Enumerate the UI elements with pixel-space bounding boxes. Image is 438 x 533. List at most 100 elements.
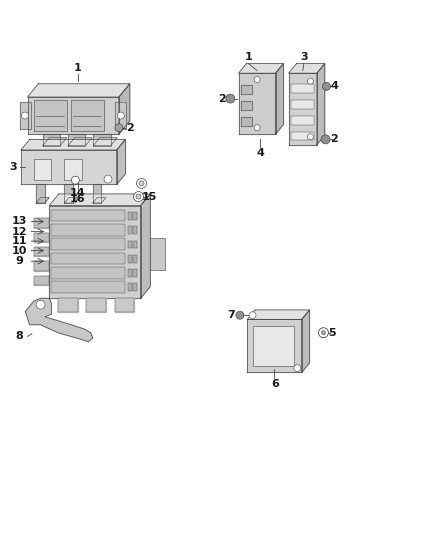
Polygon shape (93, 184, 102, 203)
Polygon shape (43, 138, 67, 146)
Polygon shape (36, 198, 49, 203)
Text: 4: 4 (256, 148, 264, 158)
Bar (133, 255, 137, 263)
Polygon shape (25, 298, 93, 342)
Circle shape (322, 83, 331, 91)
Polygon shape (86, 298, 106, 311)
Polygon shape (58, 298, 78, 311)
Bar (51, 238, 125, 250)
Circle shape (137, 179, 146, 188)
Circle shape (294, 365, 301, 372)
Circle shape (321, 135, 330, 144)
Text: 16: 16 (70, 193, 85, 204)
Circle shape (104, 175, 112, 183)
Bar (291, 84, 314, 93)
Circle shape (307, 134, 313, 140)
Text: 2: 2 (219, 94, 226, 103)
Polygon shape (289, 73, 317, 144)
Bar (127, 212, 132, 220)
Text: 9: 9 (16, 256, 24, 266)
Circle shape (236, 311, 244, 319)
Polygon shape (117, 140, 125, 184)
Bar (51, 224, 125, 236)
Polygon shape (289, 63, 325, 73)
Bar (133, 226, 137, 234)
Circle shape (139, 181, 144, 186)
Polygon shape (317, 63, 325, 144)
Text: 5: 5 (328, 328, 336, 338)
Polygon shape (21, 140, 125, 150)
Polygon shape (93, 138, 117, 146)
Polygon shape (28, 97, 119, 134)
Text: 1: 1 (74, 63, 81, 73)
Circle shape (307, 78, 313, 84)
Text: 15: 15 (141, 191, 157, 201)
Polygon shape (34, 276, 49, 285)
Bar (291, 100, 314, 109)
Text: 6: 6 (271, 379, 279, 389)
Polygon shape (239, 63, 283, 73)
Text: 2: 2 (126, 123, 134, 133)
Polygon shape (34, 219, 49, 228)
Bar (51, 281, 125, 293)
Polygon shape (34, 232, 49, 242)
Text: 13: 13 (12, 216, 27, 227)
Bar (133, 212, 137, 220)
Polygon shape (36, 184, 45, 203)
Circle shape (117, 112, 124, 119)
Polygon shape (116, 102, 126, 129)
Bar (127, 255, 132, 263)
Bar (64, 159, 82, 180)
Bar (127, 269, 132, 277)
Polygon shape (64, 184, 73, 203)
Polygon shape (49, 206, 141, 298)
Bar (133, 269, 137, 277)
Circle shape (115, 124, 123, 132)
Polygon shape (21, 150, 117, 184)
Bar (51, 253, 125, 264)
Circle shape (136, 194, 141, 199)
Text: 3: 3 (10, 162, 18, 172)
Polygon shape (241, 101, 252, 110)
Circle shape (226, 94, 235, 103)
Circle shape (254, 77, 260, 83)
Bar (34, 159, 51, 180)
Polygon shape (93, 198, 106, 203)
Bar (133, 284, 137, 292)
Bar (291, 132, 314, 141)
Polygon shape (241, 117, 252, 126)
Circle shape (21, 112, 28, 119)
Bar (127, 284, 132, 292)
Polygon shape (64, 198, 78, 203)
Polygon shape (302, 310, 310, 373)
Polygon shape (20, 102, 31, 129)
Text: 10: 10 (12, 246, 27, 256)
Polygon shape (247, 310, 310, 319)
Polygon shape (68, 138, 92, 146)
Circle shape (36, 300, 45, 309)
Polygon shape (28, 84, 130, 97)
Polygon shape (241, 85, 252, 94)
Polygon shape (93, 134, 111, 146)
Text: 8: 8 (16, 332, 24, 342)
Polygon shape (34, 100, 67, 132)
Polygon shape (115, 298, 134, 311)
Circle shape (254, 125, 260, 131)
Text: 1: 1 (245, 52, 252, 62)
Bar (291, 116, 314, 125)
Polygon shape (239, 73, 276, 134)
Bar (127, 226, 132, 234)
Polygon shape (276, 63, 283, 134)
Bar (127, 240, 132, 248)
Circle shape (249, 312, 256, 319)
Text: 14: 14 (70, 188, 85, 198)
Circle shape (321, 330, 325, 335)
Polygon shape (34, 247, 49, 256)
Circle shape (318, 328, 328, 338)
Text: 11: 11 (12, 236, 28, 246)
Bar (253, 326, 294, 366)
Polygon shape (141, 194, 150, 298)
Polygon shape (34, 261, 49, 271)
Polygon shape (49, 194, 150, 206)
Bar (133, 240, 137, 248)
